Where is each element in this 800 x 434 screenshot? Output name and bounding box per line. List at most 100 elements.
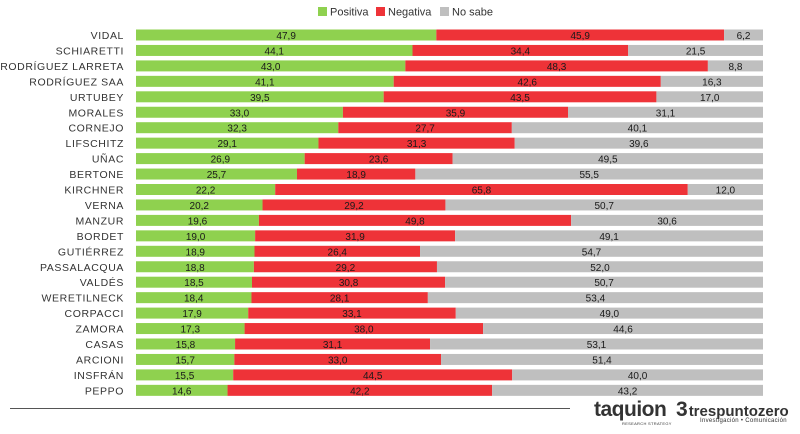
value-label-positiva: 19,0 <box>186 232 206 243</box>
value-label-negativa: 43,5 <box>510 93 530 104</box>
bar-row-cornejo: CORNEJO 32,3 27,7 40,1 <box>68 122 763 135</box>
value-label-no-sabe: 6,2 <box>737 31 751 42</box>
value-label-negativa: 23,6 <box>369 155 389 166</box>
bar-segment-negativa <box>251 292 428 304</box>
bar-segment-positiva <box>136 91 384 103</box>
value-label-negativa: 44,5 <box>363 371 383 382</box>
value-label-negativa: 33,0 <box>328 355 348 366</box>
value-label-no-sabe: 49,0 <box>600 309 620 320</box>
chart-rows: VIDAL 47,9 45,9 6,2 SCHIARETTI 44,1 34,4 21,5 RO… <box>0 29 763 397</box>
bar-segment-positiva <box>136 245 255 257</box>
bar-segment-no-sabe <box>687 184 763 195</box>
trespuntozero-tagline: Investigación • Comunicación <box>700 418 787 424</box>
bar-segment-negativa <box>383 91 657 103</box>
bar-row-zamora: ZAMORA 17,3 38,0 44,6 <box>75 323 763 336</box>
value-label-positiva: 47,9 <box>276 31 296 42</box>
bar-segment-negativa <box>258 214 572 226</box>
value-label-positiva: 33,0 <box>230 108 250 119</box>
value-label-negativa: 29,2 <box>336 263 356 274</box>
bar-row-manzur: MANZUR 19,6 49,8 30,6 <box>75 214 763 227</box>
bar-segment-no-sabe <box>514 137 763 149</box>
chart-legend: Positiva Negativa No sabe <box>318 7 493 19</box>
value-label-no-sabe: 53,4 <box>586 294 606 305</box>
bar-row-kirchner: KIRCHNER 22,2 65,8 12,0 <box>64 184 763 197</box>
taquion-logo: taquion <box>594 398 667 421</box>
bar-row-unac: UÑAC 26,9 23,6 49,5 <box>92 153 763 166</box>
bar-segment-no-sabe <box>483 323 763 335</box>
bar-segment-positiva <box>136 153 305 165</box>
value-label-positiva: 18,9 <box>186 247 206 258</box>
bar-segment-no-sabe <box>455 307 763 319</box>
bar-row-arcioni: ARCIONI 15,7 33,0 51,4 <box>76 353 763 366</box>
value-label-positiva: 15,7 <box>175 355 195 366</box>
value-label-positiva: 18,8 <box>185 263 205 274</box>
value-label-positiva: 17,3 <box>181 325 201 336</box>
value-label-positiva: 15,8 <box>176 340 196 351</box>
category-label: CORNEJO <box>68 123 124 135</box>
legend-label-negativa: Negativa <box>388 7 432 19</box>
bar-segment-negativa <box>252 276 446 288</box>
bar-segment-negativa <box>235 338 431 350</box>
value-label-positiva: 14,6 <box>172 386 192 397</box>
bar-segment-no-sabe <box>455 230 763 242</box>
value-label-no-sabe: 54,7 <box>582 247 602 258</box>
bar-segment-negativa <box>296 168 416 180</box>
legend-item-no-sabe: No sabe <box>440 7 493 19</box>
bar-row-casas: CASAS 15,8 31,1 53,1 <box>85 338 763 351</box>
category-label: KIRCHNER <box>64 185 124 197</box>
bar-segment-negativa <box>342 106 568 118</box>
bar-row-gutierrez: GUTIÉRREZ 18,9 26,4 54,7 <box>58 245 763 258</box>
legend-swatch-positiva <box>318 7 327 16</box>
value-label-no-sabe: 39,6 <box>629 139 649 150</box>
trespuntozero-logo: 3trespuntozero <box>676 398 789 422</box>
bar-segment-positiva <box>136 122 339 134</box>
bar-row-bordet: BORDET 19,0 31,9 49,1 <box>77 230 763 243</box>
bar-segment-positiva <box>136 369 234 381</box>
category-label: BORDET <box>77 231 124 243</box>
value-label-negativa: 18,9 <box>346 170 366 181</box>
legend-item-negativa: Negativa <box>376 7 432 19</box>
value-label-no-sabe: 40,0 <box>628 371 648 382</box>
bar-segment-positiva <box>136 199 263 211</box>
bar-segment-positiva <box>136 230 256 242</box>
bar-segment-negativa <box>412 44 629 56</box>
category-label: PEPPO <box>85 385 124 397</box>
value-label-positiva: 15,5 <box>175 371 195 382</box>
value-label-no-sabe: 40,1 <box>628 124 648 135</box>
bar-segment-no-sabe <box>571 214 763 226</box>
category-label: RODRÍGUEZ SAA <box>29 75 124 88</box>
value-label-no-sabe: 30,6 <box>657 216 677 227</box>
bar-segment-negativa <box>254 245 421 257</box>
value-label-positiva: 44,1 <box>265 46 285 57</box>
legend-item-positiva: Positiva <box>318 7 369 19</box>
value-label-no-sabe: 43,2 <box>618 386 638 397</box>
bar-row-urtubey: URTUBEY 39,5 43,5 17,0 <box>70 91 763 104</box>
category-label: VIDAL <box>91 30 124 42</box>
value-label-negativa: 48,3 <box>547 62 567 73</box>
bar-segment-positiva <box>136 338 236 350</box>
category-label: MANZUR <box>75 215 124 227</box>
bar-segment-no-sabe <box>628 44 763 56</box>
bar-row-morales: MORALES 33,0 35,9 31,1 <box>68 106 763 119</box>
bar-segment-no-sabe <box>445 199 763 211</box>
category-label: ARCIONI <box>76 354 124 366</box>
bar-segment-negativa <box>248 307 456 319</box>
bar-segment-positiva <box>136 184 276 195</box>
value-label-positiva: 18,4 <box>184 294 204 305</box>
bar-segment-no-sabe <box>430 338 763 350</box>
category-label: VERNA <box>85 200 124 212</box>
category-label: SCHIARETTI <box>56 45 124 57</box>
bar-segment-no-sabe <box>656 91 763 103</box>
bar-segment-no-sabe <box>511 122 763 134</box>
value-label-positiva: 26,9 <box>211 155 231 166</box>
category-label: UÑAC <box>92 153 124 166</box>
bar-segment-positiva <box>136 75 394 87</box>
category-label: ZAMORA <box>75 324 124 336</box>
bar-segment-negativa <box>318 137 515 149</box>
legend-swatch-no-sabe <box>440 7 449 16</box>
value-label-positiva: 25,7 <box>207 170 227 181</box>
value-label-negativa: 42,2 <box>350 386 370 397</box>
bar-segment-no-sabe <box>415 168 763 180</box>
value-label-positiva: 19,6 <box>188 216 208 227</box>
